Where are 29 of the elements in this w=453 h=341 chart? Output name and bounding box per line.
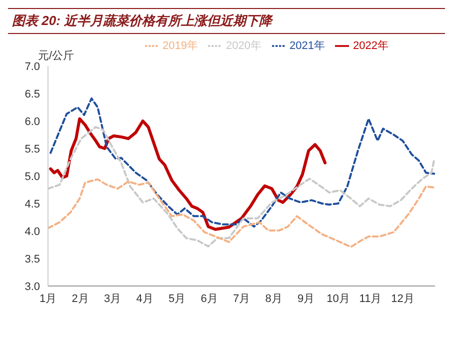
y-tick-label: 6.5 bbox=[24, 88, 40, 100]
y-tick-label: 6.0 bbox=[24, 116, 40, 128]
line-series bbox=[49, 117, 327, 231]
y-axis-title: 元/公斤 bbox=[38, 49, 74, 62]
x-tick-label: 6月 bbox=[200, 292, 218, 305]
y-tick-label: 3.0 bbox=[24, 280, 40, 293]
x-tick-label: 3月 bbox=[104, 292, 122, 305]
x-tick-label: 1月 bbox=[39, 292, 57, 305]
x-tick-label: 11月 bbox=[359, 292, 382, 305]
legend-label: 2021年 bbox=[290, 40, 325, 52]
legend-label: 2019年 bbox=[162, 40, 198, 52]
y-tick-label: 7.0 bbox=[24, 60, 40, 73]
chart-title: 图表 20: 近半月蔬菜价格有所上涨但近期下降 bbox=[8, 8, 445, 34]
y-tick-label: 3.5 bbox=[24, 253, 40, 266]
y-tick-label: 4.5 bbox=[24, 198, 40, 210]
x-tick-label: 4月 bbox=[136, 292, 154, 305]
y-tick-label: 5.0 bbox=[24, 170, 40, 183]
x-tick-label: 12月 bbox=[391, 292, 414, 305]
legend-label: 2022年 bbox=[352, 40, 388, 52]
line-series bbox=[48, 178, 435, 248]
x-tick-label: 9月 bbox=[297, 292, 315, 305]
y-tick-label: 5.5 bbox=[24, 143, 40, 156]
x-tick-label: 8月 bbox=[265, 292, 282, 305]
x-tick-label: 5月 bbox=[168, 292, 186, 305]
line-series bbox=[50, 97, 435, 228]
y-tick-label: 4.0 bbox=[24, 226, 40, 238]
x-tick-label: 10月 bbox=[326, 292, 350, 305]
x-tick-label: 2月 bbox=[72, 292, 89, 305]
x-tick-label: 7月 bbox=[232, 292, 250, 305]
